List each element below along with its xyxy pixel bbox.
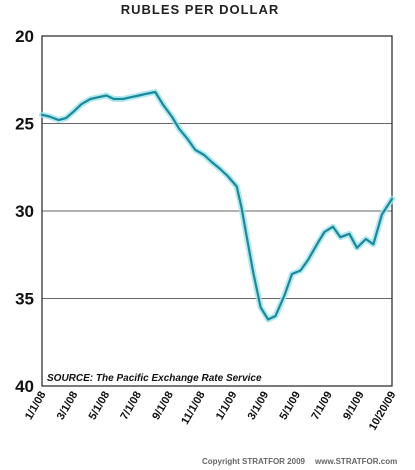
x-tick-label: 3/1/08	[55, 390, 81, 422]
x-tick-label: 11/1/08	[179, 390, 207, 427]
y-tick-label: 35	[15, 290, 34, 309]
source-box	[44, 369, 262, 384]
series-line	[40, 90, 394, 321]
x-tick-label: 1/1/09	[214, 390, 240, 422]
y-tick-label: 30	[15, 202, 34, 221]
x-tick-label: 7/1/09	[309, 390, 335, 422]
x-tick-label: 3/1/09	[246, 390, 272, 422]
x-axis-ticks: 1/1/08 3/1/08 5/1/08 7/1/08 9/1/08 11/1/08 1/1…	[23, 390, 399, 433]
copyright-credit: Copyright STRATFOR 2009	[202, 457, 306, 466]
y-axis-ticks: 20 25 30 35 40	[15, 27, 34, 396]
x-tick-label: 5/1/09	[277, 390, 303, 422]
x-tick-label: 9/1/09	[341, 390, 367, 422]
source-text: The Pacific Exchange Rate Service	[96, 373, 262, 384]
y-tick-label: 20	[15, 27, 34, 46]
series-line-glow	[39, 89, 395, 323]
x-tick-label: 7/1/08	[118, 390, 144, 422]
gridlines	[42, 123, 392, 299]
x-tick-label: 10/20/09	[367, 390, 399, 433]
y-tick-label: 25	[15, 115, 34, 134]
chart-title: RUBLES PER DOLLAR	[121, 2, 280, 17]
source-note: SOURCE: The Pacific Exchange Rate Servic…	[47, 373, 262, 384]
x-tick-label: 9/1/08	[150, 390, 176, 422]
plot-frame	[41, 35, 393, 387]
y-tick-label: 40	[15, 377, 34, 396]
x-tick-label: 5/1/08	[87, 390, 113, 422]
website-credit: www.STRATFOR.com	[314, 457, 397, 466]
source-label: SOURCE:	[47, 373, 93, 384]
